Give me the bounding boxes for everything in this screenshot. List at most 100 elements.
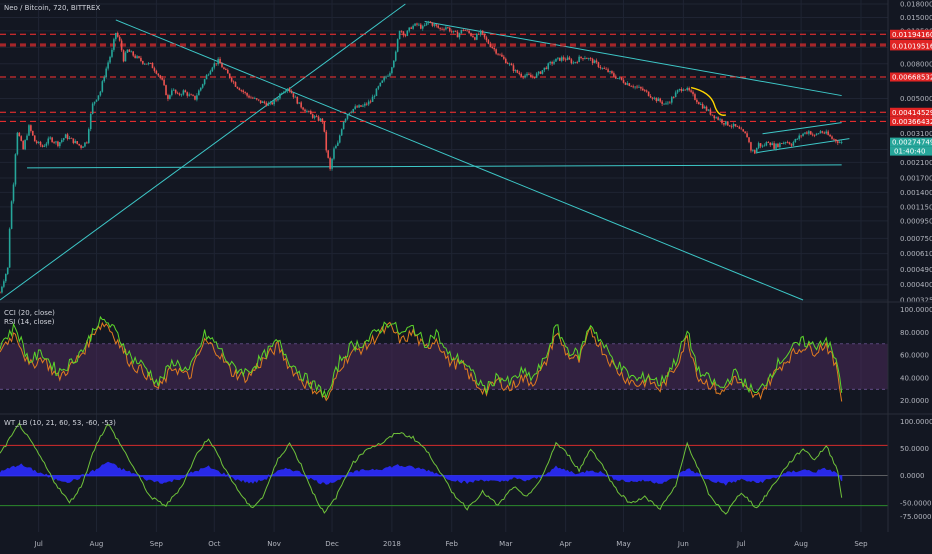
price-candle	[663, 103, 665, 105]
price-candle	[483, 33, 486, 38]
price-candle	[688, 87, 690, 91]
price-candle	[128, 49, 131, 52]
price-candle	[101, 81, 104, 92]
price-candle	[813, 134, 816, 136]
price-candle	[149, 62, 152, 64]
price-candle	[375, 88, 378, 96]
price-tick-label: 0.00115000	[900, 203, 932, 211]
price-candle	[269, 102, 272, 104]
price-candle	[22, 140, 24, 150]
price-candle	[506, 63, 509, 64]
price-candle	[796, 138, 799, 140]
price-candle	[172, 89, 175, 91]
price-candle	[437, 25, 440, 28]
price-candle	[574, 61, 577, 63]
price-candle	[721, 119, 723, 124]
price-candle	[300, 102, 302, 108]
price-tick-label: 0.00040000	[900, 281, 932, 289]
price-candle	[203, 79, 206, 85]
trendline	[115, 19, 804, 301]
price-candle	[331, 158, 333, 169]
price-candle	[223, 67, 225, 69]
price-candle	[630, 85, 633, 87]
price-candle	[205, 75, 208, 80]
price-candle	[669, 102, 671, 104]
price-candle	[10, 201, 13, 229]
price-candle	[35, 141, 38, 143]
price-candle	[653, 97, 656, 99]
price-tick-label: 0.01800000	[900, 1, 932, 9]
price-candle	[410, 27, 412, 29]
price-candle	[524, 75, 526, 78]
price-candle	[711, 114, 714, 116]
price-candle	[389, 73, 391, 76]
price-axis[interactable]: 0.018000000.015000000.012500000.01000000…	[890, 1, 932, 521]
price-candle	[643, 90, 646, 92]
wt1-line	[0, 422, 843, 515]
wavetrend-pane[interactable]	[0, 422, 888, 515]
price-tick-label: 0.00500000	[900, 95, 932, 103]
osc-tick-label: 100.0000	[900, 306, 932, 314]
price-candle	[306, 111, 308, 112]
price-candle	[433, 24, 436, 26]
price-candle	[387, 75, 389, 77]
price-candle	[464, 30, 467, 31]
price-candle	[400, 30, 403, 32]
price-candle	[99, 91, 102, 96]
price-candle	[713, 115, 716, 119]
price-candle	[709, 109, 712, 115]
price-candle	[244, 92, 246, 93]
price-candle	[219, 58, 221, 64]
osc-tick-label: 40.0000	[900, 374, 929, 382]
price-candle	[678, 89, 681, 91]
price-candle	[4, 273, 7, 282]
price-candle	[680, 89, 683, 91]
price-candle	[178, 93, 181, 95]
price-pane[interactable]	[0, 3, 888, 301]
price-candle	[418, 24, 420, 26]
price-candle	[802, 133, 804, 136]
resistance-price-tag	[890, 107, 932, 117]
cci-rsi-pane[interactable]	[0, 315, 888, 402]
price-candle	[728, 125, 731, 127]
price-candle	[45, 143, 48, 146]
price-candle	[221, 63, 223, 68]
price-candle	[228, 73, 231, 79]
price-candle	[124, 52, 127, 62]
price-candle	[213, 63, 216, 68]
price-candle	[504, 58, 507, 64]
time-tick-label: Aug	[90, 540, 104, 548]
price-candle	[636, 86, 638, 88]
price-candle	[560, 57, 563, 61]
price-candle	[798, 135, 800, 139]
time-axis[interactable]: Jul Aug Sep Oct Nov Dec 2018 Feb Mar Apr May Jun Jul…	[33, 540, 868, 548]
wt-tick-label: 100.0000	[900, 418, 932, 426]
price-candle	[1, 286, 3, 293]
price-candle	[74, 141, 77, 144]
price-candle	[827, 131, 829, 135]
resistance-price-label: 0.01019516	[892, 42, 932, 50]
price-candle	[252, 97, 254, 99]
price-candle	[396, 39, 399, 52]
price-candle	[49, 137, 51, 139]
price-candle	[489, 43, 492, 47]
price-candle	[333, 148, 335, 159]
price-candle	[564, 59, 567, 61]
price-candle	[161, 78, 163, 80]
price-candle	[831, 136, 833, 139]
price-candle	[773, 143, 775, 149]
price-candle	[416, 23, 418, 25]
price-candle	[522, 76, 524, 78]
price-candle	[304, 109, 306, 112]
price-candle	[107, 62, 109, 69]
price-candle	[192, 94, 194, 96]
time-tick-label: Jul	[33, 540, 43, 548]
countdown-label: 01:40:40	[894, 148, 925, 156]
price-candle	[539, 71, 542, 74]
price-candle	[694, 94, 696, 100]
price-candle	[342, 121, 345, 130]
price-tick-label: 0.00140000	[900, 189, 932, 197]
price-candle	[526, 73, 528, 76]
